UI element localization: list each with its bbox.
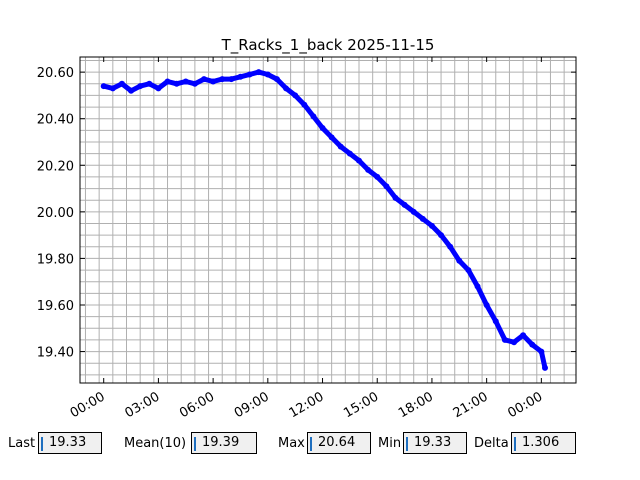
data-point: [128, 87, 135, 94]
min-value: 19.33: [414, 435, 452, 450]
text-cursor: [406, 437, 408, 451]
data-point: [118, 80, 125, 87]
chart: T_Racks_1_back 2025-11-15 00:00 03:00 06:0…: [36, 36, 577, 422]
data-point: [529, 341, 536, 348]
data-point: [365, 166, 372, 173]
mean-label: Mean(10): [124, 436, 187, 451]
data-point: [374, 173, 381, 180]
grid: [80, 57, 576, 383]
min-value-field[interactable]: 19.33: [403, 432, 467, 454]
data-point: [419, 215, 426, 222]
last-value-field[interactable]: 19.33: [38, 432, 102, 454]
text-cursor: [194, 437, 196, 451]
data-point: [237, 73, 244, 80]
max-value: 20.64: [318, 435, 356, 450]
data-point: [542, 364, 548, 371]
data-point: [228, 76, 235, 83]
data-point: [474, 283, 481, 290]
data-point: [137, 83, 144, 90]
data-point: [201, 76, 207, 83]
y-tick-label: 20.20: [37, 159, 74, 174]
data-point: [456, 257, 463, 264]
delta-label: Delta: [474, 436, 509, 451]
data-point: [501, 336, 508, 343]
data-point: [301, 101, 308, 108]
data-point: [164, 78, 171, 85]
data-point: [173, 80, 180, 87]
y-tick-label: 19.80: [37, 252, 74, 267]
data-point: [319, 125, 326, 132]
data-point: [191, 80, 198, 87]
max-label: Max: [278, 436, 305, 451]
y-tick-label: 20.00: [37, 206, 74, 221]
last-value: 19.33: [49, 435, 87, 450]
data-point: [346, 150, 353, 157]
data-point: [447, 243, 454, 250]
data-point: [219, 76, 226, 83]
y-tick-label: 20.60: [37, 66, 74, 81]
data-point: [100, 83, 107, 90]
data-point: [273, 76, 280, 83]
data-point: [356, 157, 362, 164]
data-point: [210, 78, 217, 85]
delta-value: 1.306: [522, 435, 560, 450]
last-label: Last: [8, 436, 36, 451]
data-point: [264, 71, 271, 78]
data-point: [310, 113, 317, 120]
data-point: [283, 85, 290, 92]
data-point: [292, 92, 299, 99]
y-tick-label: 19.60: [37, 299, 74, 314]
data-point: [438, 232, 445, 239]
data-point: [146, 80, 153, 87]
text-cursor: [514, 437, 516, 451]
data-point: [511, 339, 517, 346]
mean-value: 19.39: [202, 435, 240, 450]
data-point: [109, 85, 116, 92]
max-value-field[interactable]: 20.64: [307, 432, 371, 454]
data-point: [337, 143, 344, 150]
delta-value-field[interactable]: 1.306: [511, 432, 576, 454]
data-point: [465, 267, 472, 274]
y-tick-label: 20.40: [37, 113, 74, 128]
y-tick-label: 19.40: [37, 346, 74, 361]
data-point: [401, 201, 408, 208]
data-point: [182, 78, 189, 85]
mean-value-field[interactable]: 19.39: [191, 432, 257, 454]
data-point: [328, 134, 335, 141]
data-point: [155, 85, 162, 92]
data-series: [100, 69, 548, 371]
data-point: [483, 301, 490, 308]
data-point: [392, 194, 399, 201]
data-point: [492, 318, 499, 325]
data-point: [538, 348, 545, 355]
data-point: [383, 183, 390, 190]
data-point: [520, 332, 527, 339]
text-cursor: [310, 437, 312, 451]
min-label: Min: [378, 436, 402, 451]
plot-frame: [79, 56, 577, 384]
chart-title: T_Racks_1_back 2025-11-15: [221, 36, 435, 55]
data-point: [428, 222, 435, 229]
text-cursor: [41, 437, 43, 451]
data-point: [246, 71, 253, 78]
data-point: [255, 69, 262, 76]
data-point: [410, 208, 417, 215]
